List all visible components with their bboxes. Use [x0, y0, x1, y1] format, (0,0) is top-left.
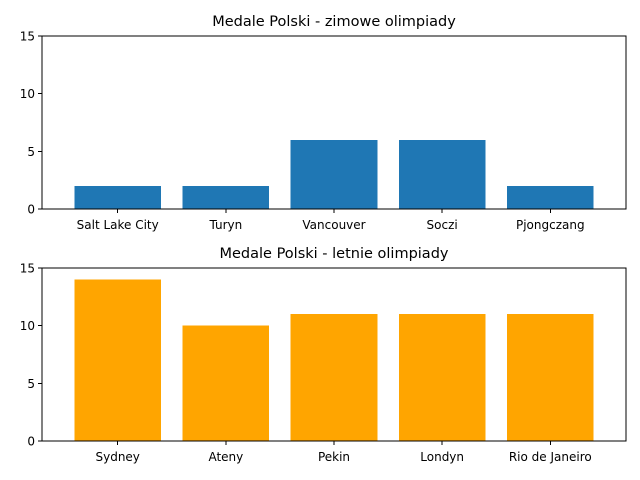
winter-x-tick-label: Salt Lake City — [77, 218, 159, 232]
winter-bar-soczi — [398, 139, 486, 209]
summer-y-tick-label: 5 — [27, 377, 35, 391]
winter-y-tick-label: 15 — [20, 30, 35, 44]
summer-y-tick-label: 0 — [27, 435, 35, 449]
summer-x-tick-label: Londyn — [420, 450, 464, 464]
summer-chart: Medale Polski - letnie olimpiady 0 5 10 15 Sy… — [20, 246, 627, 464]
summer-bar-ateny — [182, 325, 270, 441]
summer-x-tick-label: Rio de Janeiro — [509, 450, 592, 464]
summer-y-tick-label: 10 — [20, 319, 35, 333]
winter-x-tick-label: Soczi — [427, 218, 458, 232]
summer-bar-londyn — [398, 314, 486, 441]
summer-x-tick-label: Sydney — [95, 450, 139, 464]
summer-bar-pekin — [290, 314, 378, 441]
winter-y-tick-label: 10 — [20, 87, 35, 101]
winter-chart: Medale Polski - zimowe olimpiady 0 5 10 15 Sa… — [20, 14, 627, 232]
winter-x-tick-label: Turyn — [208, 218, 242, 232]
winter-bar-salt-lake-city — [74, 185, 161, 209]
summer-x-tick-label: Ateny — [208, 450, 243, 464]
summer-x-tick-label: Pekin — [318, 450, 350, 464]
summer-bar-sydney — [74, 279, 161, 441]
winter-bar-turyn — [182, 185, 270, 209]
winter-y-tick-label: 0 — [27, 203, 35, 217]
winter-bar-pjongczang — [507, 185, 594, 209]
summer-bar-rio-de-janeiro — [507, 314, 594, 441]
summer-chart-title: Medale Polski - letnie olimpiady — [220, 246, 449, 262]
winter-bar-vancouver — [290, 139, 378, 209]
winter-x-tick-label: Vancouver — [302, 218, 365, 232]
summer-y-tick-label: 15 — [20, 262, 35, 276]
winter-chart-title: Medale Polski - zimowe olimpiady — [212, 14, 456, 30]
winter-y-tick-label: 5 — [27, 145, 35, 159]
winter-x-tick-label: Pjongczang — [516, 218, 585, 232]
